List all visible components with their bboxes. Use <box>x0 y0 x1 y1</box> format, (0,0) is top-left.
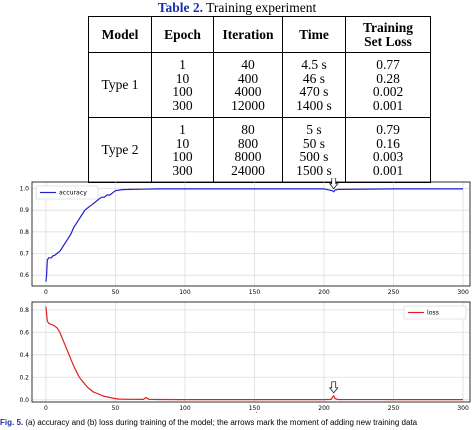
cell-value: 500 s <box>299 149 329 164</box>
cell-value: 470 s <box>299 84 329 99</box>
table-caption: Table 2. Training experiment <box>0 0 474 16</box>
header-iteration: Iteration <box>213 16 283 53</box>
y-tick-label: 0.8 <box>19 307 29 314</box>
legend-box <box>35 185 99 200</box>
cell-value: 40 <box>241 57 255 72</box>
x-tick-label: 50 <box>112 289 120 296</box>
cell-value: 4000 <box>234 84 262 99</box>
y-tick-label: 0.8 <box>19 229 29 236</box>
time-cell: 4.5 s 46 s 470 s 1400 s <box>282 52 346 118</box>
arrow-annotation-icon <box>329 381 339 394</box>
table-caption-label: Table 2. <box>157 0 204 15</box>
model-cell: Type 2 <box>88 117 152 183</box>
table-row: Type 1 1 10 100 300 40 400 4000 12000 4.… <box>88 52 431 118</box>
cell-value: 800 <box>237 135 259 151</box>
cell-value: 1500 s <box>296 162 332 178</box>
cell-value: 0.77 <box>376 57 400 72</box>
epoch-cell: 1 10 100 300 <box>151 117 214 183</box>
iteration-cell: 40 400 4000 12000 <box>213 52 283 118</box>
cell-value: 4.5 s <box>301 57 327 72</box>
header-model: Model <box>88 16 152 53</box>
y-tick-label: 0.4 <box>19 352 29 359</box>
y-tick-label: 0.6 <box>19 272 29 279</box>
accuracy-chart-svg: 0 50 100 150 200 250 300 0.6 0.7 0.8 0.9 1.0 accurac… <box>19 178 471 296</box>
x-axis-label: epoch <box>243 412 260 413</box>
cell-value: 0.002 <box>372 84 404 99</box>
x-tick-label: 150 <box>249 405 261 412</box>
cell-value: 12000 <box>231 97 265 113</box>
cell-value: 8000 <box>234 149 262 164</box>
x-tick-label: 0 <box>44 289 48 296</box>
x-tick-label: 100 <box>179 289 191 296</box>
y-tick-label: 0.0 <box>19 397 29 404</box>
legend: accuracy <box>35 185 99 200</box>
loss-chart-svg: 0 50 100 150 200 250 300 0.0 0.2 0.4 0.6 0.8 epoch lo… <box>19 301 471 413</box>
cell-value: 100 <box>172 149 193 164</box>
y-tick-label: 1.0 <box>19 186 29 193</box>
x-tick-label: 200 <box>318 405 330 412</box>
cell-value: 100 <box>172 84 193 99</box>
cell-value: 0.28 <box>376 70 400 86</box>
cell-value: 0.001 <box>372 162 404 178</box>
figure-caption-text: (a) accuracy and (b) loss during trainin… <box>25 418 418 427</box>
iteration-cell: 80 800 8000 24000 <box>213 117 283 183</box>
plot-frame <box>31 181 471 287</box>
cell-value: 10 <box>175 70 190 86</box>
cell-value: 50 s <box>302 135 326 151</box>
accuracy-chart: 0 50 100 150 200 250 300 0.6 0.7 0.8 0.9 1.0 accurac… <box>0 178 474 296</box>
cell-value: 1 <box>179 122 186 137</box>
cell-value: 400 <box>237 70 259 86</box>
cell-value: 300 <box>172 162 193 178</box>
cell-value: 0.003 <box>372 149 404 164</box>
x-tick-label: 250 <box>388 405 400 412</box>
cell-value: 0.001 <box>372 97 404 113</box>
header-time: Time <box>282 16 346 53</box>
loss-chart: 0 50 100 150 200 250 300 0.0 0.2 0.4 0.6 0.8 epoch lo… <box>0 298 474 413</box>
cell-value: 10 <box>175 135 190 151</box>
x-tick-label: 300 <box>457 405 469 412</box>
legend-box <box>403 305 467 320</box>
table-row: Type 2 1 10 100 300 80 800 8000 24000 5 … <box>88 117 431 183</box>
cell-value: 46 s <box>302 70 326 86</box>
time-cell: 5 s 50 s 500 s 1500 s <box>282 117 346 183</box>
x-tick-label: 300 <box>457 289 469 296</box>
header-training-set-loss: Training Set Loss <box>345 16 431 53</box>
cell-value: 1400 s <box>296 97 332 113</box>
model-cell: Type 1 <box>88 52 152 118</box>
training-experiment-table: Model Epoch Iteration Time Training Set … <box>88 16 431 183</box>
plot-frame <box>31 301 471 403</box>
figure-caption: Fig. 5. (a) accuracy and (b) loss during… <box>0 418 474 430</box>
header-epoch: Epoch <box>151 16 214 53</box>
cell-value: 0.79 <box>376 122 400 137</box>
loss-cell: 0.79 0.16 0.003 0.001 <box>345 117 431 183</box>
series-line-loss <box>45 306 463 401</box>
x-tick-label: 50 <box>112 405 120 412</box>
cell-value: 1 <box>179 57 186 72</box>
arrow-annotation-icon <box>329 178 339 190</box>
legend-label: accuracy <box>59 190 87 197</box>
y-tick-label: 0.9 <box>19 207 29 214</box>
legend-label: loss <box>427 310 439 317</box>
y-tick-label: 0.6 <box>19 329 29 336</box>
cell-value: 5 s <box>306 122 322 137</box>
x-tick-label: 200 <box>318 289 330 296</box>
legend: loss <box>403 305 467 320</box>
loss-cell: 0.77 0.28 0.002 0.001 <box>345 52 431 118</box>
y-tick-label: 0.2 <box>19 374 29 381</box>
x-tick-label: 250 <box>388 289 400 296</box>
cell-value: 0.16 <box>376 135 400 151</box>
epoch-cell: 1 10 100 300 <box>151 52 214 118</box>
table-caption-text: Training experiment <box>206 0 317 15</box>
cell-value: 80 <box>241 122 255 137</box>
y-tick-label: 0.7 <box>19 251 29 258</box>
cell-value: 300 <box>172 97 193 113</box>
figure-caption-label: Fig. 5. <box>0 418 24 427</box>
x-tick-label: 100 <box>179 405 191 412</box>
x-tick-label: 150 <box>249 289 261 296</box>
x-tick-label: 0 <box>44 405 48 412</box>
series-line-accuracy <box>45 188 463 282</box>
table-header-row: Model Epoch Iteration Time Training Set … <box>88 16 431 53</box>
cell-value: 24000 <box>231 162 265 178</box>
